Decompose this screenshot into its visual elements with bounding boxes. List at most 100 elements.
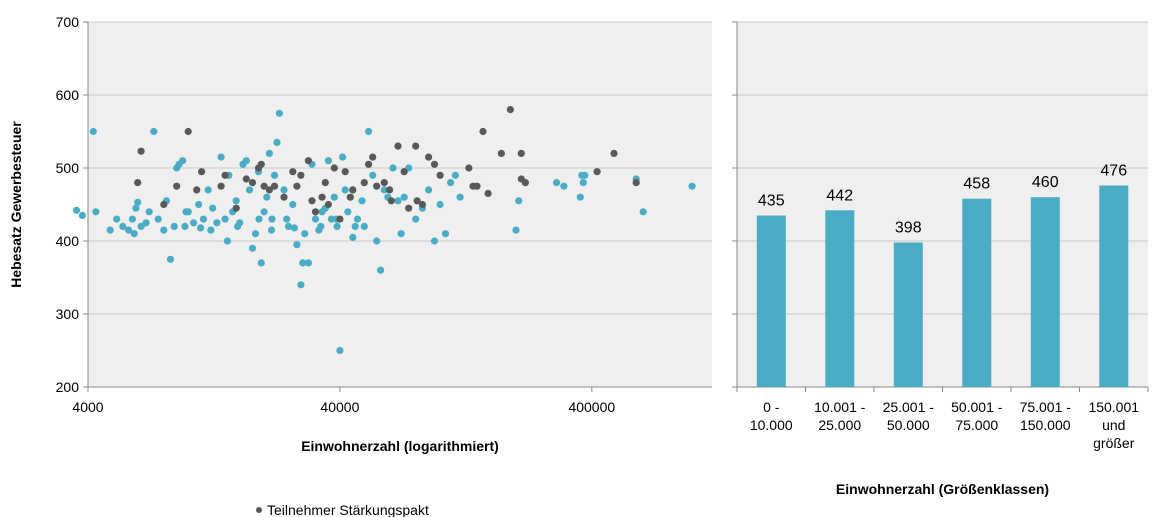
scatter-point-teilnehmer: [330, 164, 338, 172]
scatter-point: [389, 164, 397, 172]
scatter-point: [195, 200, 203, 209]
scatter-point: [170, 222, 178, 230]
scatter-point-teilnehmer: [242, 175, 250, 183]
scatter-point: [150, 127, 158, 136]
scatter-point: [397, 230, 405, 238]
bar-category-label: 150.001 und größer: [1088, 399, 1139, 451]
scatter-point-teilnehmer: [248, 179, 257, 187]
scatter-point-teilnehmer: [293, 182, 301, 190]
scatter-point: [232, 197, 240, 205]
scatter-point-teilnehmer: [369, 153, 377, 161]
scatter-point-teilnehmer: [184, 127, 192, 136]
scatter-point: [280, 186, 288, 194]
scatter-point: [245, 186, 254, 194]
bar-value-label: 460: [1032, 174, 1059, 191]
scatter-point: [132, 204, 140, 212]
scatter-point: [284, 222, 293, 230]
scatter-point: [265, 149, 273, 157]
scatter-point: [190, 219, 198, 227]
bar-category-label-line: 25.001 -: [883, 399, 935, 415]
scatter-point: [688, 182, 696, 190]
scatter-point: [181, 222, 189, 230]
scatter-point: [317, 222, 325, 230]
scatter-point: [333, 222, 341, 230]
scatter-point: [199, 215, 208, 223]
scatter-point: [145, 208, 153, 216]
scatter-point-teilnehmer: [308, 197, 316, 205]
scatter-point: [260, 208, 268, 216]
scatter-point: [134, 198, 142, 206]
scatter-point: [311, 215, 320, 223]
scatter-point-teilnehmer: [436, 171, 444, 179]
scatter-point-teilnehmer: [413, 197, 421, 205]
bar-category-label-line: 150.001: [1088, 399, 1139, 415]
bar: [756, 215, 786, 387]
scatter-point: [242, 157, 250, 165]
legend-label: Teilnehmer Stärkungspakt: [267, 502, 429, 517]
scatter-point: [369, 171, 377, 179]
bar-category-label-line: 75.000: [955, 417, 998, 433]
scatter-x-tick-label: 4000: [72, 399, 103, 415]
scatter-point-teilnehmer: [280, 193, 288, 201]
scatter-point: [78, 211, 86, 220]
scatter-point: [166, 255, 175, 263]
scatter-point-teilnehmer: [465, 164, 473, 172]
scatter-point: [373, 237, 381, 245]
scatter-point: [360, 222, 368, 230]
scatter-point: [351, 222, 359, 230]
scatter-point-teilnehmer: [425, 153, 433, 161]
scatter-point-teilnehmer: [336, 215, 344, 223]
scatter-y-axis-title: Hebesatz Gewerbesteuer: [8, 121, 24, 288]
scatter-point: [330, 193, 338, 201]
scatter-plot-area: [88, 22, 712, 387]
scatter-point: [380, 186, 388, 194]
scatter-point-teilnehmer: [405, 204, 413, 212]
scatter-point: [394, 197, 402, 205]
scatter-point: [441, 230, 450, 238]
scatter-point-teilnehmer: [137, 147, 145, 155]
scatter-point: [293, 241, 301, 249]
bar: [1030, 197, 1060, 387]
scatter-point: [289, 200, 297, 209]
scatter-point-teilnehmer: [134, 179, 142, 187]
scatter-point: [267, 226, 276, 234]
scatter-y-tick-label: 300: [56, 306, 80, 322]
scatter-point: [72, 206, 81, 214]
scatter-point: [106, 226, 114, 234]
bar-category-label-line: 25.000: [818, 417, 861, 433]
scatter-point-teilnehmer: [217, 182, 225, 190]
scatter-x-axis-title: Einwohnerzahl (logarithmiert): [301, 438, 499, 454]
scatter-point-teilnehmer: [632, 179, 640, 187]
scatter-y-tick-label: 700: [56, 14, 80, 30]
scatter-point: [576, 193, 584, 201]
scatter-point: [251, 230, 260, 238]
scatter-point: [204, 186, 212, 194]
scatter-point-teilnehmer: [346, 193, 354, 201]
bar-value-label: 398: [895, 219, 922, 236]
scatter-point-teilnehmer: [521, 179, 530, 187]
scatter-point: [92, 208, 100, 216]
scatter-point-teilnehmer: [257, 160, 265, 168]
scatter-point-teilnehmer: [193, 186, 201, 194]
scatter-point: [255, 215, 263, 223]
scatter-point: [283, 215, 291, 223]
bar-category-label-line: und: [1102, 417, 1125, 433]
scatter-point-teilnehmer: [365, 160, 373, 168]
scatter-point-teilnehmer: [360, 179, 368, 187]
bar-value-label: 476: [1100, 163, 1127, 180]
scatter-point-teilnehmer: [418, 200, 426, 209]
scatter-point: [412, 215, 420, 223]
scatter-point-teilnehmer: [232, 204, 240, 212]
bar-category-label-line: größer: [1093, 435, 1135, 451]
scatter-point: [113, 215, 121, 223]
scatter-y-tick-label: 200: [56, 379, 80, 395]
scatter-point: [425, 186, 433, 194]
scatter-point: [639, 208, 647, 216]
scatter-point: [297, 281, 305, 289]
scatter-point-teilnehmer: [517, 149, 525, 157]
scatter-point: [299, 259, 307, 267]
scatter-point: [430, 237, 439, 245]
scatter-point: [89, 127, 97, 136]
scatter-point: [447, 179, 455, 187]
legend: Teilnehmer Stärkungspakt: [256, 502, 429, 517]
